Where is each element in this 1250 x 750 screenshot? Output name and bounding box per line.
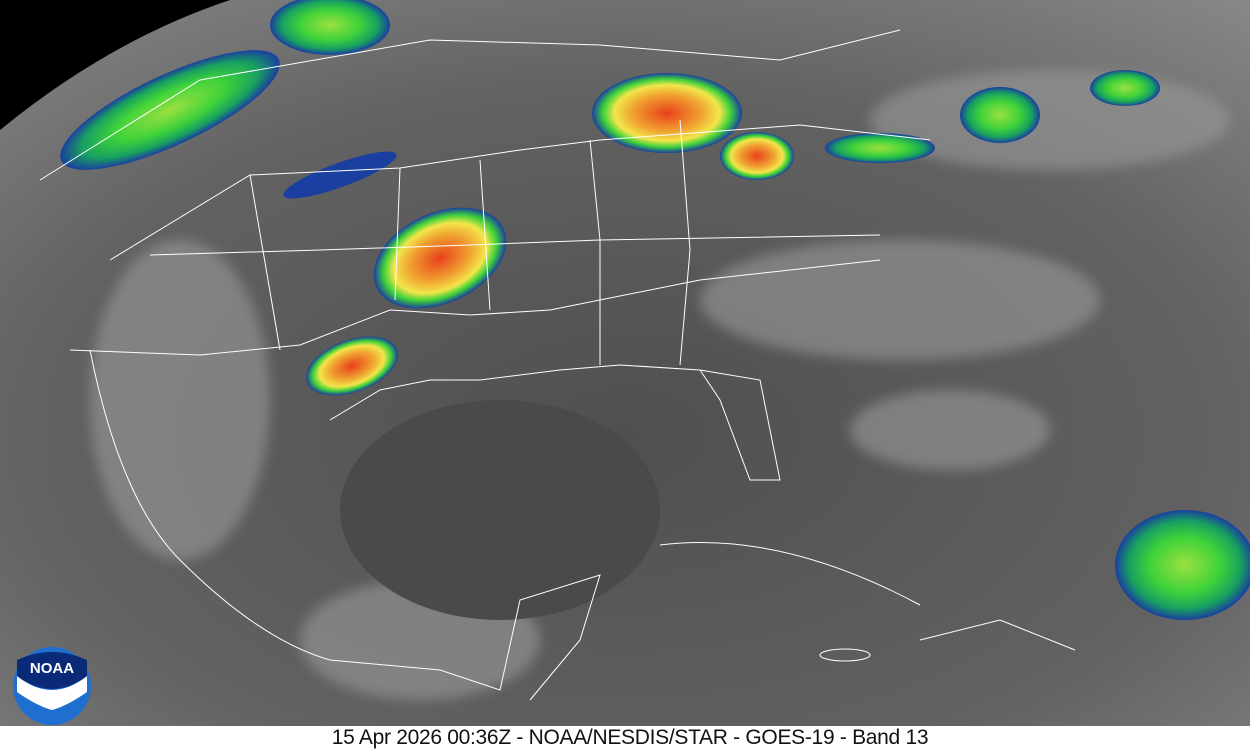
cloud-textures <box>90 70 1230 700</box>
gulf-of-mexico <box>340 400 660 620</box>
cloud-quebec <box>1090 70 1160 106</box>
cloud-north <box>270 0 390 55</box>
storm-ohio <box>720 132 794 180</box>
image-caption: 15 Apr 2026 00:36Z - NOAA/NESDIS/STAR - … <box>0 726 1250 750</box>
cloud-atlantic <box>1115 510 1250 620</box>
noaa-logo: NOAA <box>11 646 93 726</box>
cloud-band <box>825 133 935 163</box>
storm-plains <box>373 207 507 309</box>
storm-texas <box>306 336 398 396</box>
noaa-logo-text: NOAA <box>30 660 74 677</box>
storm-great-lakes <box>592 73 742 153</box>
space <box>0 0 230 130</box>
satellite-image <box>0 0 1250 726</box>
storm-cells <box>60 0 1250 620</box>
cloud-northwest <box>60 50 280 170</box>
political-borders <box>39 29 1076 701</box>
cloud-northeast <box>960 87 1040 143</box>
cloud-plains-band <box>283 151 397 199</box>
